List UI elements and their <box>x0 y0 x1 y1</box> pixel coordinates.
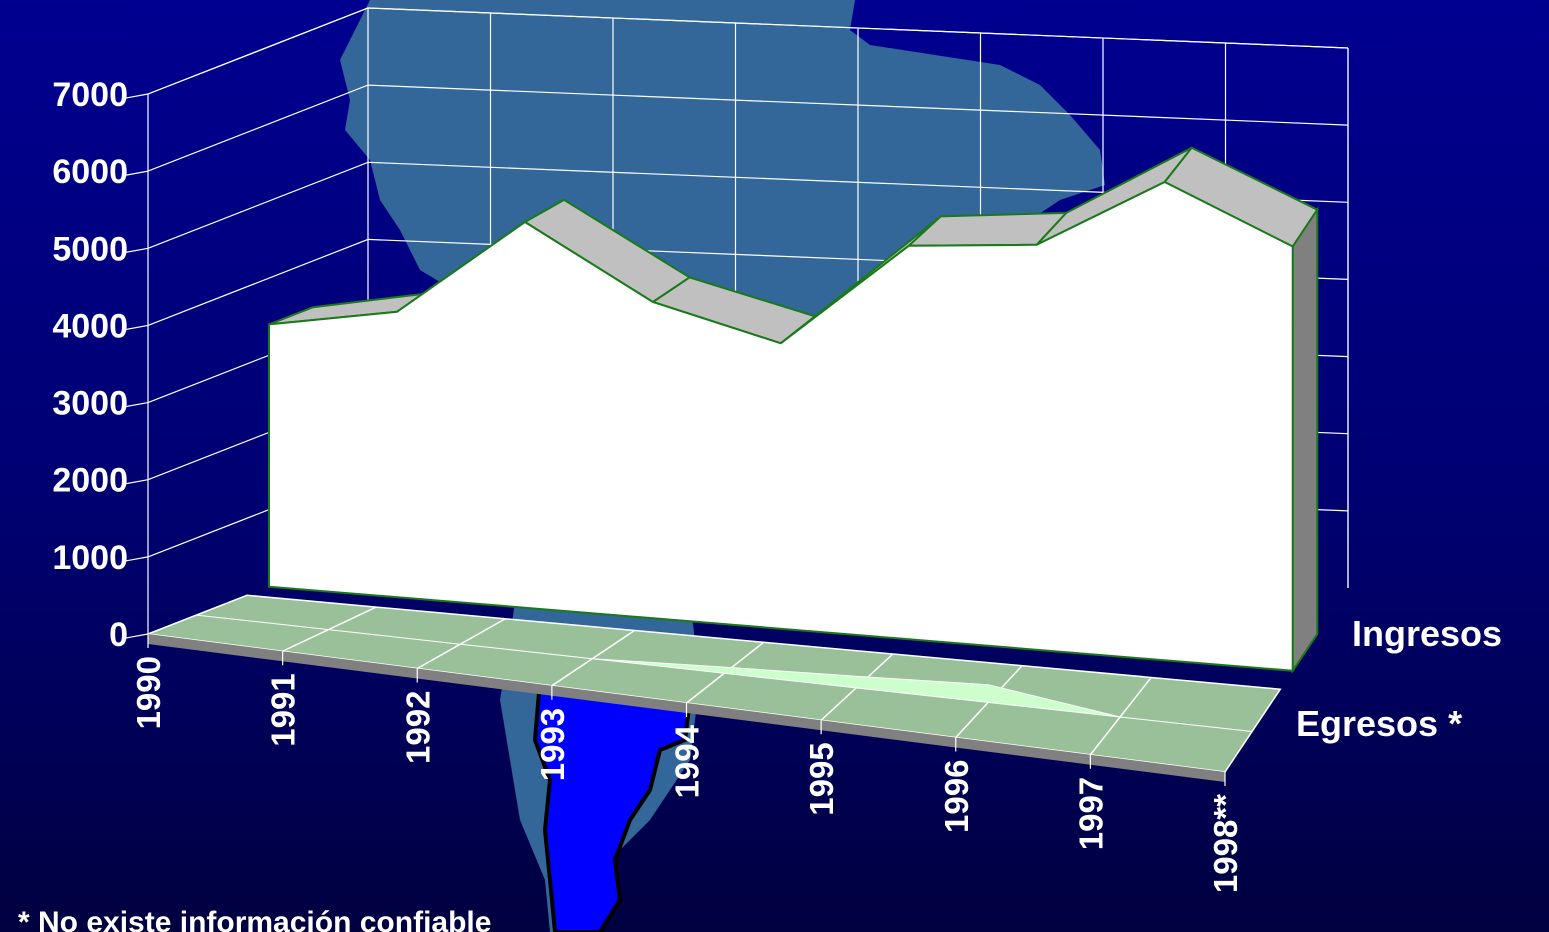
y-tick-mark <box>125 93 149 99</box>
y-tick-label: 6000 <box>52 153 128 191</box>
x-tick-label: 1997 <box>1072 777 1109 850</box>
series-label-egresos: Egresos * <box>1296 703 1462 744</box>
y-tick-label: 5000 <box>52 230 128 268</box>
x-tick-label: 1992 <box>399 691 436 764</box>
floor-divider <box>551 629 635 687</box>
ingresos-front-face <box>268 180 1294 672</box>
footnote: * No existe información confiable <box>18 906 491 932</box>
floor-divider <box>282 606 377 652</box>
y-tick-label: 7000 <box>52 76 128 114</box>
y-tick-label: 4000 <box>52 307 128 345</box>
x-axis-ticks: 1990 1991 1992 1993 1994 1995 1996 1997 1998** <box>130 634 1244 893</box>
x-tick-label: 1996 <box>938 760 975 833</box>
y-tick-label: 3000 <box>52 385 128 423</box>
y-tick-mark <box>125 556 149 562</box>
series-label-ingresos: Ingresos <box>1352 613 1502 654</box>
y-tick-mark <box>125 479 149 485</box>
egresos-area <box>196 614 1253 732</box>
ingresos-series <box>268 146 1319 675</box>
floor-divider <box>1089 676 1152 756</box>
y-tick-label: 0 <box>109 616 128 654</box>
y-tick-mark <box>125 170 149 176</box>
y-tick-mark <box>125 401 149 408</box>
ingresos-side-face <box>1291 206 1319 675</box>
y-tick-mark <box>125 324 149 331</box>
y-tick-label: 1000 <box>52 539 128 577</box>
y-tick-mark <box>125 633 149 639</box>
y-tick-label: 2000 <box>52 462 128 500</box>
x-tick-label: 1998** <box>1207 794 1244 893</box>
country-shape <box>532 677 693 932</box>
y-tick-mark <box>125 247 149 253</box>
y-axis-ticks: 0 1000 2000 3000 4000 5000 6000 7000 <box>52 76 149 654</box>
x-tick-label: 1993 <box>534 708 571 781</box>
x-tick-label: 1995 <box>803 742 840 815</box>
x-tick-label: 1991 <box>265 673 302 746</box>
floor-divider <box>416 618 506 670</box>
x-tick-label: 1990 <box>130 656 167 729</box>
x-tick-label: 1994 <box>669 724 706 798</box>
